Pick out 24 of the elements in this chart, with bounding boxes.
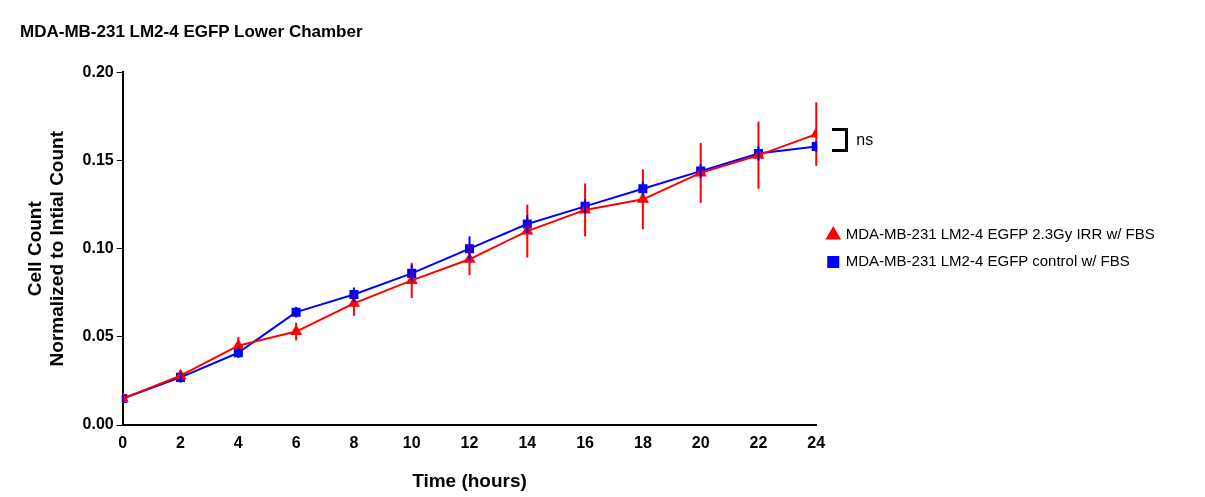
x-axis-title: Time (hours)	[412, 469, 527, 491]
x-tick-label: 18	[633, 434, 652, 452]
legend-label: MDA-MB-231 LM2-4 EGFP 2.3Gy IRR w/ FBS	[845, 225, 1155, 243]
x-tick-label: 24	[807, 434, 826, 452]
x-tick-label: 20	[691, 434, 710, 452]
x-tick-label: 16	[576, 434, 595, 452]
x-tick-label: 8	[349, 434, 359, 452]
x-tick-label: 0	[118, 434, 128, 452]
y-tick-label: 0.20	[82, 62, 114, 80]
x-tick-label: 10	[402, 434, 421, 452]
y-tick-label: 0.10	[82, 239, 114, 257]
x-tick-label: 22	[749, 434, 768, 452]
x-tick-label: 2	[176, 434, 186, 452]
y-tick-label: 0.05	[82, 327, 114, 345]
y-tick-label: 0.00	[82, 415, 114, 433]
annotation: ns	[856, 130, 874, 148]
chart-title: MDA-MB-231 LM2-4 EGFP Lower Chamber	[20, 21, 363, 41]
y-tick-label: 0.15	[82, 150, 114, 168]
x-tick-label: 12	[460, 434, 479, 452]
x-tick-label: 4	[233, 434, 243, 452]
x-tick-label: 14	[518, 434, 537, 452]
y-axis-title: Cell Count Normalized to Intial Count	[23, 130, 68, 367]
legend-label: MDA-MB-231 LM2-4 EGFP control w/ FBS	[845, 252, 1130, 270]
x-tick-label: 6	[291, 434, 301, 452]
